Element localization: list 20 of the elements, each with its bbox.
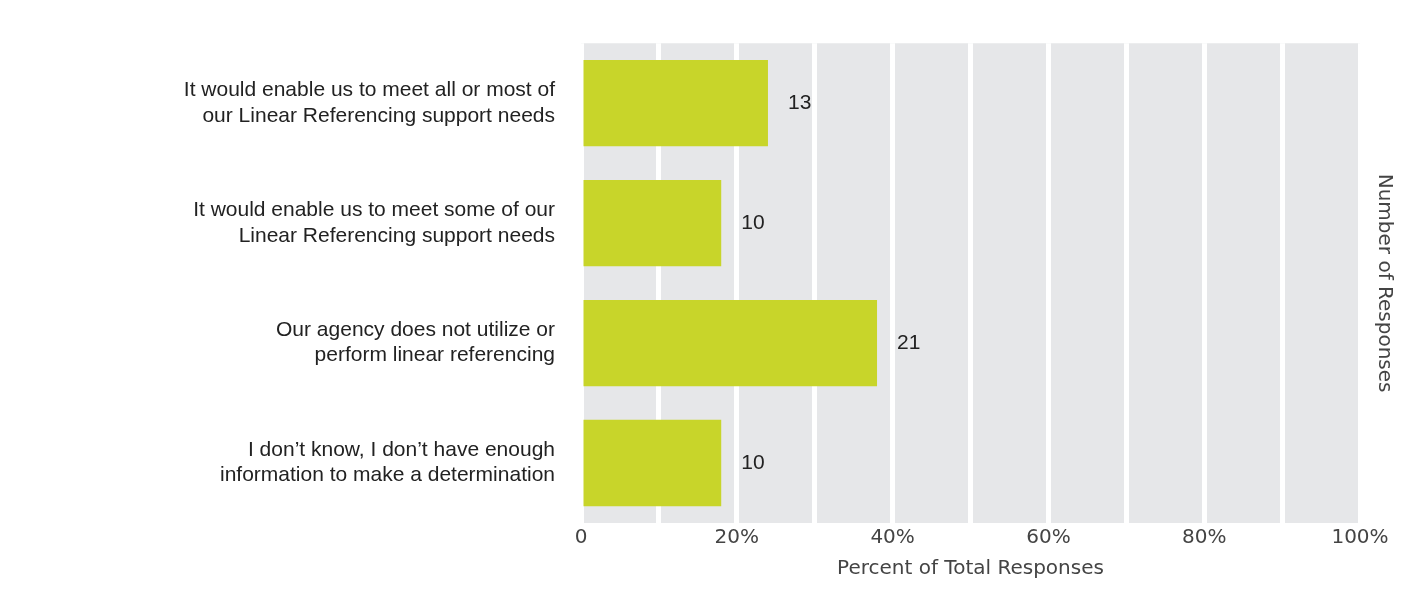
bar [583, 419, 722, 507]
y-tick-label: It would enable us to meet all or most of our Linear Referencing support needs [183, 77, 556, 126]
y-tick-label: I don’t know, I don’t have enough information to make a determination [219, 437, 555, 486]
y-tick-label: It would enable us to meet some of our Linear Referencing support needs [193, 197, 555, 246]
y-tick-label: Our agency does not utilize or perform linear referencing [276, 317, 555, 366]
bar [583, 179, 722, 267]
bar [583, 59, 768, 147]
y2-axis-title: Number of Responses [1373, 173, 1398, 393]
annotation: 21 [897, 329, 921, 353]
x-tick-label: 100% [1331, 524, 1389, 549]
x-tick-label: 60% [1026, 524, 1071, 549]
x-axis-title: Percent of Total Responses [837, 555, 1104, 580]
bar [583, 299, 878, 387]
x-tick-label: 40% [870, 524, 915, 549]
annotation: 10 [741, 209, 765, 233]
annotation: 13 [787, 89, 812, 113]
x-tick-label: 20% [714, 524, 760, 549]
annotation: 10 [741, 449, 765, 473]
x-tick-label: 0 [574, 524, 588, 549]
x-tick-label: 80% [1181, 524, 1227, 549]
